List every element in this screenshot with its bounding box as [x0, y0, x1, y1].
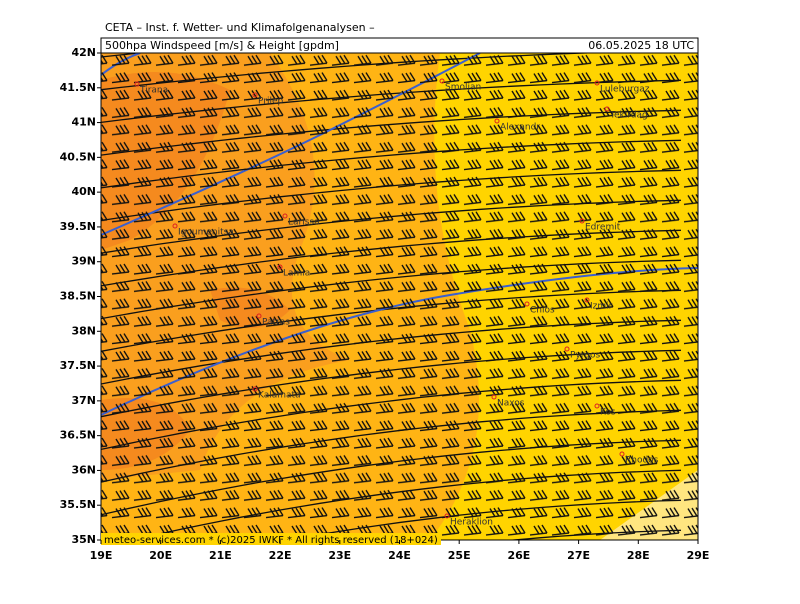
header-title: CETA – Inst. f. Wetter- und Klimafolgena… — [105, 21, 375, 34]
lat-label: 36.5N — [60, 429, 96, 442]
places: Tirana Prilep Smoljan Luleburgaz Alexandr Tek… — [134, 78, 659, 528]
place-label: Edremit — [585, 223, 621, 233]
lat-label: 36N — [71, 463, 96, 476]
place-label: Kalamata — [258, 391, 301, 401]
place-label: Prilep — [258, 97, 284, 107]
place-dot — [439, 78, 445, 84]
place-dot — [494, 118, 500, 124]
map-area: Tirana Prilep Smoljan Luleburgaz Alexandr Tek… — [101, 53, 698, 540]
lat-label: 39N — [71, 255, 96, 268]
place-dot — [579, 218, 585, 224]
place-dot — [252, 92, 258, 98]
lon-label: 22E — [269, 549, 292, 562]
product-title: 500hpa Windspeed [m/s] & Height [gpdm] — [105, 39, 339, 52]
lat-label: 38.5N — [60, 290, 96, 303]
place-label: Izmir — [590, 302, 613, 312]
place-dot — [564, 346, 570, 352]
place-label: Kos — [600, 408, 616, 418]
footer: meteo-services.com * (c)2025 IWKF * All … — [104, 535, 438, 546]
place-label: Rhodos — [625, 456, 659, 466]
lon-label: 27E — [567, 549, 590, 562]
place-label: Igoumenitsa — [178, 228, 234, 238]
lat-label: 41.5N — [60, 81, 96, 94]
place-label: Luleburgaz — [600, 85, 650, 95]
lon-label: 26E — [507, 549, 530, 562]
wind-barbs — [101, 53, 698, 540]
lat-label: 42N — [71, 46, 96, 59]
footer-box — [101, 533, 441, 545]
place-dot — [604, 106, 610, 112]
lat-label: 38N — [71, 324, 96, 337]
lat-label: 37N — [71, 394, 96, 407]
lon-label: 28E — [627, 549, 650, 562]
place-dot — [619, 451, 625, 457]
lat-label: 39.5N — [60, 220, 96, 233]
place-label: Patras — [262, 318, 290, 328]
lon-label: 23E — [328, 549, 351, 562]
lat-label: 35N — [71, 533, 96, 546]
place-label: Naxos — [497, 399, 525, 409]
axes: 42N 41.5N 41N 40.5N 40N 39.5N 39N 38.5N 38N 37.5N… — [60, 46, 710, 562]
place-dot — [172, 223, 178, 229]
place-dot — [282, 213, 288, 219]
lat-label: 40N — [71, 185, 96, 198]
place-label: Alexandr — [500, 123, 540, 133]
place-label: Heraklion — [450, 518, 493, 528]
place-label: Tirana — [139, 86, 168, 96]
lat-label: 35.5N — [60, 498, 96, 511]
lon-label: 20E — [149, 549, 172, 562]
lat-label: 37.5N — [60, 359, 96, 372]
place-label: Larissa — [288, 218, 320, 228]
lat-label: 41N — [71, 116, 96, 129]
place-dot — [134, 81, 140, 87]
lon-label: 24E — [388, 549, 411, 562]
valid-time: 06.05.2025 18 UTC — [588, 39, 694, 52]
lon-label: 25E — [448, 549, 471, 562]
place-dot — [491, 394, 497, 400]
lon-label: 21E — [209, 549, 232, 562]
place-label: Tekirdag — [609, 111, 648, 121]
place-dot — [256, 313, 262, 319]
place-dot — [277, 264, 283, 270]
place-label: Chios — [530, 306, 555, 316]
lon-label: 19E — [90, 549, 113, 562]
place-label: Smoljan — [445, 83, 481, 93]
place-label: Lamia — [283, 269, 310, 279]
lat-label: 40.5N — [60, 150, 96, 163]
place-label: Pyrgos — [570, 351, 601, 361]
place-dot — [524, 301, 530, 307]
place-dot — [594, 80, 600, 86]
place-dot — [584, 297, 590, 303]
place-dot — [252, 386, 258, 392]
place-dot — [594, 403, 600, 409]
lon-label: 29E — [687, 549, 710, 562]
place-dot — [444, 513, 450, 519]
